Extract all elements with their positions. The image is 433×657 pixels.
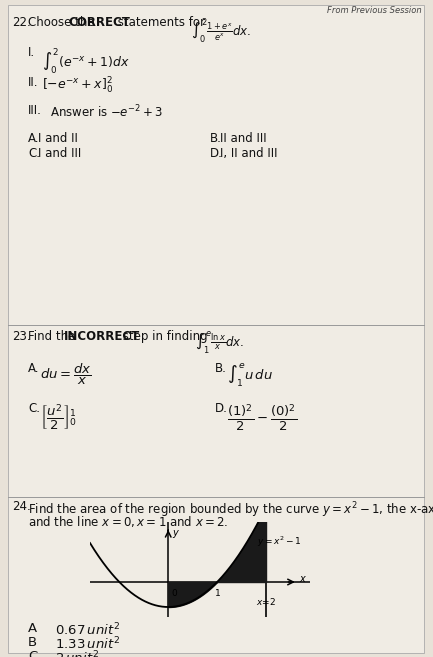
Text: $\int_1^e\frac{\ln x}{x}dx$.: $\int_1^e\frac{\ln x}{x}dx$. [195,330,244,356]
Text: I and II: I and II [38,132,78,145]
Text: B: B [28,636,37,649]
Text: INCORRECT: INCORRECT [64,330,140,343]
Text: D.: D. [215,402,228,415]
Text: $x\!=\!2$: $x\!=\!2$ [256,596,276,607]
Text: Answer is $-e^{-2}+3$: Answer is $-e^{-2}+3$ [50,104,163,121]
Text: and the line $x=0, x=1$ and $x=2$.: and the line $x=0, x=1$ and $x=2$. [28,514,229,529]
Text: $\int_0^2\frac{1+e^x}{e^x}dx$.: $\int_0^2\frac{1+e^x}{e^x}dx$. [191,16,251,45]
Text: step in finding: step in finding [119,330,211,343]
Text: Find the: Find the [28,330,79,343]
Text: A.: A. [28,132,39,145]
Text: D.: D. [210,147,223,160]
Text: $0$: $0$ [171,587,178,598]
FancyBboxPatch shape [8,5,424,653]
Text: 23.: 23. [12,330,31,343]
Text: II and III: II and III [220,132,267,145]
Text: $y$: $y$ [171,528,180,540]
Text: $du = \dfrac{dx}{x}$: $du = \dfrac{dx}{x}$ [40,362,91,387]
Text: III.: III. [28,104,42,117]
Text: C.: C. [28,402,40,415]
Text: $1.33\,unit^2$: $1.33\,unit^2$ [55,636,120,652]
Text: Choose the: Choose the [28,16,98,29]
Text: 24.: 24. [12,500,31,513]
Text: statements for: statements for [114,16,209,29]
Text: A: A [28,622,37,635]
Text: II.: II. [28,76,39,89]
Text: I.: I. [28,46,35,59]
Text: From Previous Session: From Previous Session [327,6,422,15]
Text: $\int_1^e u\,du$: $\int_1^e u\,du$ [227,362,273,389]
Text: C.: C. [28,147,40,160]
Text: $\int_0^2(e^{-x}+1)dx$: $\int_0^2(e^{-x}+1)dx$ [42,46,130,76]
Text: $\left[-e^{-x}+x\right]_0^2$: $\left[-e^{-x}+x\right]_0^2$ [42,76,113,96]
Text: I, II and III: I, II and III [220,147,278,160]
Text: B.: B. [215,362,227,375]
Text: Find the area of the region bounded by the curve $y=x^2-1$, the x-axis: Find the area of the region bounded by t… [28,500,433,520]
Text: C: C [28,650,37,657]
Text: $y=x^2-1$: $y=x^2-1$ [257,535,302,549]
Text: $0.67\,unit^2$: $0.67\,unit^2$ [55,622,120,639]
Text: $2\,unit^2$: $2\,unit^2$ [55,650,99,657]
Text: $1$: $1$ [213,587,220,598]
Text: $\left[\dfrac{u^2}{2}\right]_0^1$: $\left[\dfrac{u^2}{2}\right]_0^1$ [40,402,77,432]
Text: A.: A. [28,362,39,375]
Text: B.: B. [210,132,222,145]
Text: 22.: 22. [12,16,31,29]
Text: CORRECT: CORRECT [68,16,130,29]
Text: $x$: $x$ [299,574,307,585]
Text: I and III: I and III [38,147,81,160]
Text: $\dfrac{(1)^2}{2} - \dfrac{(0)^2}{2}$: $\dfrac{(1)^2}{2} - \dfrac{(0)^2}{2}$ [227,402,297,433]
